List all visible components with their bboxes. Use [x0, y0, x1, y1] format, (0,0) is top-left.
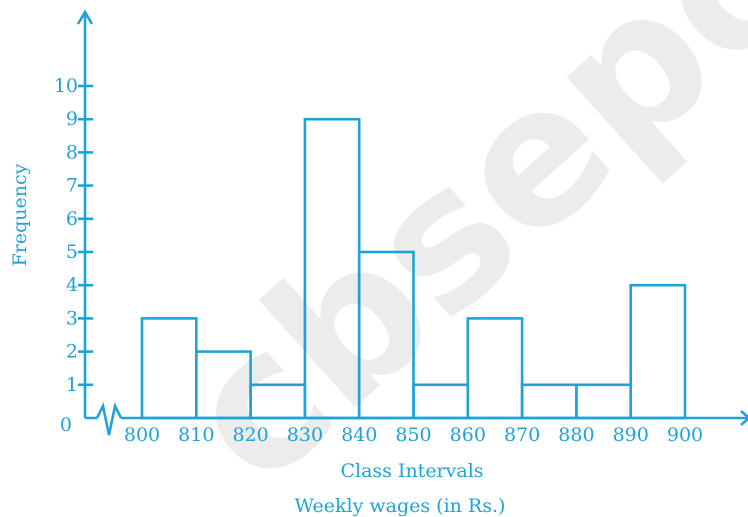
histogram-bar	[575, 383, 633, 420]
y-tick-label: 3	[66, 307, 78, 329]
y-tick-label: 0	[60, 414, 72, 436]
y-axis-label: Frequency	[9, 163, 31, 266]
y-tick-label: 10	[54, 75, 78, 97]
x-tick-label: 890	[613, 424, 649, 446]
x-tick-label: 810	[178, 424, 214, 446]
axis-break-zigzag	[95, 402, 123, 436]
x-axis-arrow	[740, 410, 748, 426]
y-tick-label: 4	[66, 274, 78, 296]
x-tick-label: 870	[504, 424, 540, 446]
x-tick-label: 840	[341, 424, 377, 446]
y-tick-labels: 0 1 2 3 4 5 6 7 8 9 10	[54, 75, 78, 436]
y-tick-label: 6	[66, 208, 78, 230]
bars	[140, 117, 687, 420]
y-tick-label: 5	[66, 241, 78, 263]
x-tick-label: 860	[450, 424, 486, 446]
x-tick-labels: 800 810 820 830 840 850 860 870 880 890 900	[124, 424, 703, 446]
y-tick-label: 8	[66, 141, 78, 163]
histogram-bar	[520, 383, 578, 420]
x-tick-label: 800	[124, 424, 160, 446]
y-axis-arrow	[76, 9, 94, 25]
y-tick-label: 1	[66, 374, 78, 396]
x-tick-label: 850	[395, 424, 431, 446]
x-axis-sublabel: Weekly wages (in Rs.)	[295, 495, 506, 517]
y-tick-label: 9	[66, 108, 78, 130]
x-axis-label: Class Intervals	[340, 460, 483, 482]
histogram-bar	[466, 317, 524, 420]
x-tick-label: 900	[667, 424, 703, 446]
histogram-bar	[357, 250, 415, 420]
x-tick-label: 880	[558, 424, 594, 446]
y-tick-label: 7	[66, 175, 78, 197]
y-tick-label: 2	[66, 341, 78, 363]
x-tick-label: 820	[232, 424, 268, 446]
x-tick-label: 830	[287, 424, 323, 446]
histogram-bar	[629, 283, 687, 420]
